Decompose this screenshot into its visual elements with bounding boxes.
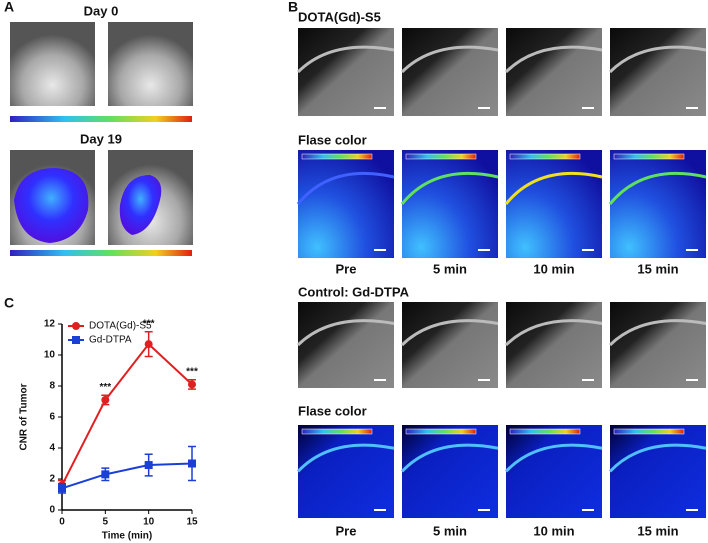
group-subtitle: Flase color xyxy=(298,403,367,418)
color-scale xyxy=(301,428,373,435)
skull-edge xyxy=(400,45,499,74)
y-tick-label: 8 xyxy=(49,381,55,392)
color-scale xyxy=(405,428,477,435)
x-tick-label: 5 xyxy=(103,517,109,528)
panel-title: Day 0 xyxy=(84,3,119,18)
panel-label: B xyxy=(288,0,298,15)
marker xyxy=(101,395,110,404)
skull-edge xyxy=(608,443,707,473)
mri-image xyxy=(402,150,498,258)
skull-edge xyxy=(296,319,395,347)
skull-edge xyxy=(608,171,707,205)
color-scale xyxy=(509,153,581,160)
mri-image xyxy=(402,302,498,388)
marker xyxy=(58,484,66,493)
y-tick-label: 10 xyxy=(44,350,56,361)
mri-image xyxy=(610,302,706,388)
y-tick-label: 4 xyxy=(49,443,55,454)
legend-marker xyxy=(72,322,80,330)
significance: *** xyxy=(99,382,111,393)
color-scale xyxy=(613,428,685,435)
mri-image xyxy=(298,302,394,388)
legend-label: DOTA(Gd)-S5 xyxy=(89,321,152,332)
chart: 0 2 4 6 8 10 12 0 5 10 15 Time (min) CNR of Tumor DOT… xyxy=(19,318,198,541)
line xyxy=(61,342,193,486)
skull-edge xyxy=(400,171,499,205)
mri-image xyxy=(402,28,498,116)
y-axis-label: CNR of Tumor xyxy=(19,383,30,450)
marker xyxy=(101,470,110,479)
mri-image xyxy=(506,425,602,518)
skull-edge xyxy=(504,171,603,205)
y-tick-label: 6 xyxy=(49,412,55,423)
timepoint-label: 15 min xyxy=(637,261,678,276)
timepoint-label: 10 min xyxy=(533,523,574,538)
y-tick-label: 12 xyxy=(44,319,56,330)
significance: *** xyxy=(143,318,155,329)
group-title: Control: Gd-DTPA xyxy=(298,284,410,299)
mri-image xyxy=(298,28,394,116)
mri-image xyxy=(506,28,602,116)
x-axis-label: Time (min) xyxy=(102,531,152,542)
mri-image xyxy=(506,302,602,388)
x-tick-label: 15 xyxy=(186,517,198,528)
color-scale xyxy=(509,428,581,435)
marker xyxy=(188,459,196,468)
skull-edge xyxy=(504,443,603,473)
panel-label: C xyxy=(4,295,14,311)
mri-image xyxy=(402,425,498,518)
skull-edge xyxy=(296,45,395,74)
legend-marker xyxy=(72,336,80,344)
mri-images xyxy=(296,28,707,518)
x-tick-label: 10 xyxy=(143,517,155,528)
panel-label: A xyxy=(4,0,14,15)
mri-image xyxy=(298,425,394,518)
mri-image xyxy=(298,150,394,258)
color-scale xyxy=(405,153,477,160)
color-scale xyxy=(613,153,685,160)
group-title: DOTA(Gd)-S5 xyxy=(298,9,381,24)
timepoint-label: 5 min xyxy=(433,261,467,276)
line xyxy=(61,462,193,490)
skull-edge xyxy=(296,443,395,473)
skull-edge xyxy=(504,45,603,74)
panel-title: Day 19 xyxy=(80,131,122,146)
marker xyxy=(188,380,196,389)
skull-edge xyxy=(504,319,603,347)
legend-label: Gd-DTPA xyxy=(89,335,132,346)
timepoint-label: 5 min xyxy=(433,523,467,538)
y-tick-label: 0 xyxy=(49,505,55,516)
significance: *** xyxy=(186,366,198,377)
mri-image xyxy=(610,425,706,518)
skull-edge xyxy=(608,45,707,74)
mri-image xyxy=(610,150,706,258)
skull-edge xyxy=(296,171,395,205)
y-tick-label: 2 xyxy=(49,474,55,485)
color-scale xyxy=(301,153,373,160)
mri-image xyxy=(610,28,706,116)
mri-image xyxy=(506,150,602,258)
x-tick-label: 0 xyxy=(59,517,65,528)
skull-edge xyxy=(608,319,707,347)
skull-edge xyxy=(400,443,499,473)
photo xyxy=(10,22,193,122)
timepoint-label: Pre xyxy=(336,261,357,276)
timepoint-label: 10 min xyxy=(533,261,574,276)
timepoint-label: 15 min xyxy=(637,523,678,538)
photo xyxy=(10,150,193,256)
marker xyxy=(144,461,153,470)
group-subtitle: Flase color xyxy=(298,132,367,147)
timepoint-label: Pre xyxy=(336,523,357,538)
marker xyxy=(144,340,153,349)
skull-edge xyxy=(400,319,499,347)
